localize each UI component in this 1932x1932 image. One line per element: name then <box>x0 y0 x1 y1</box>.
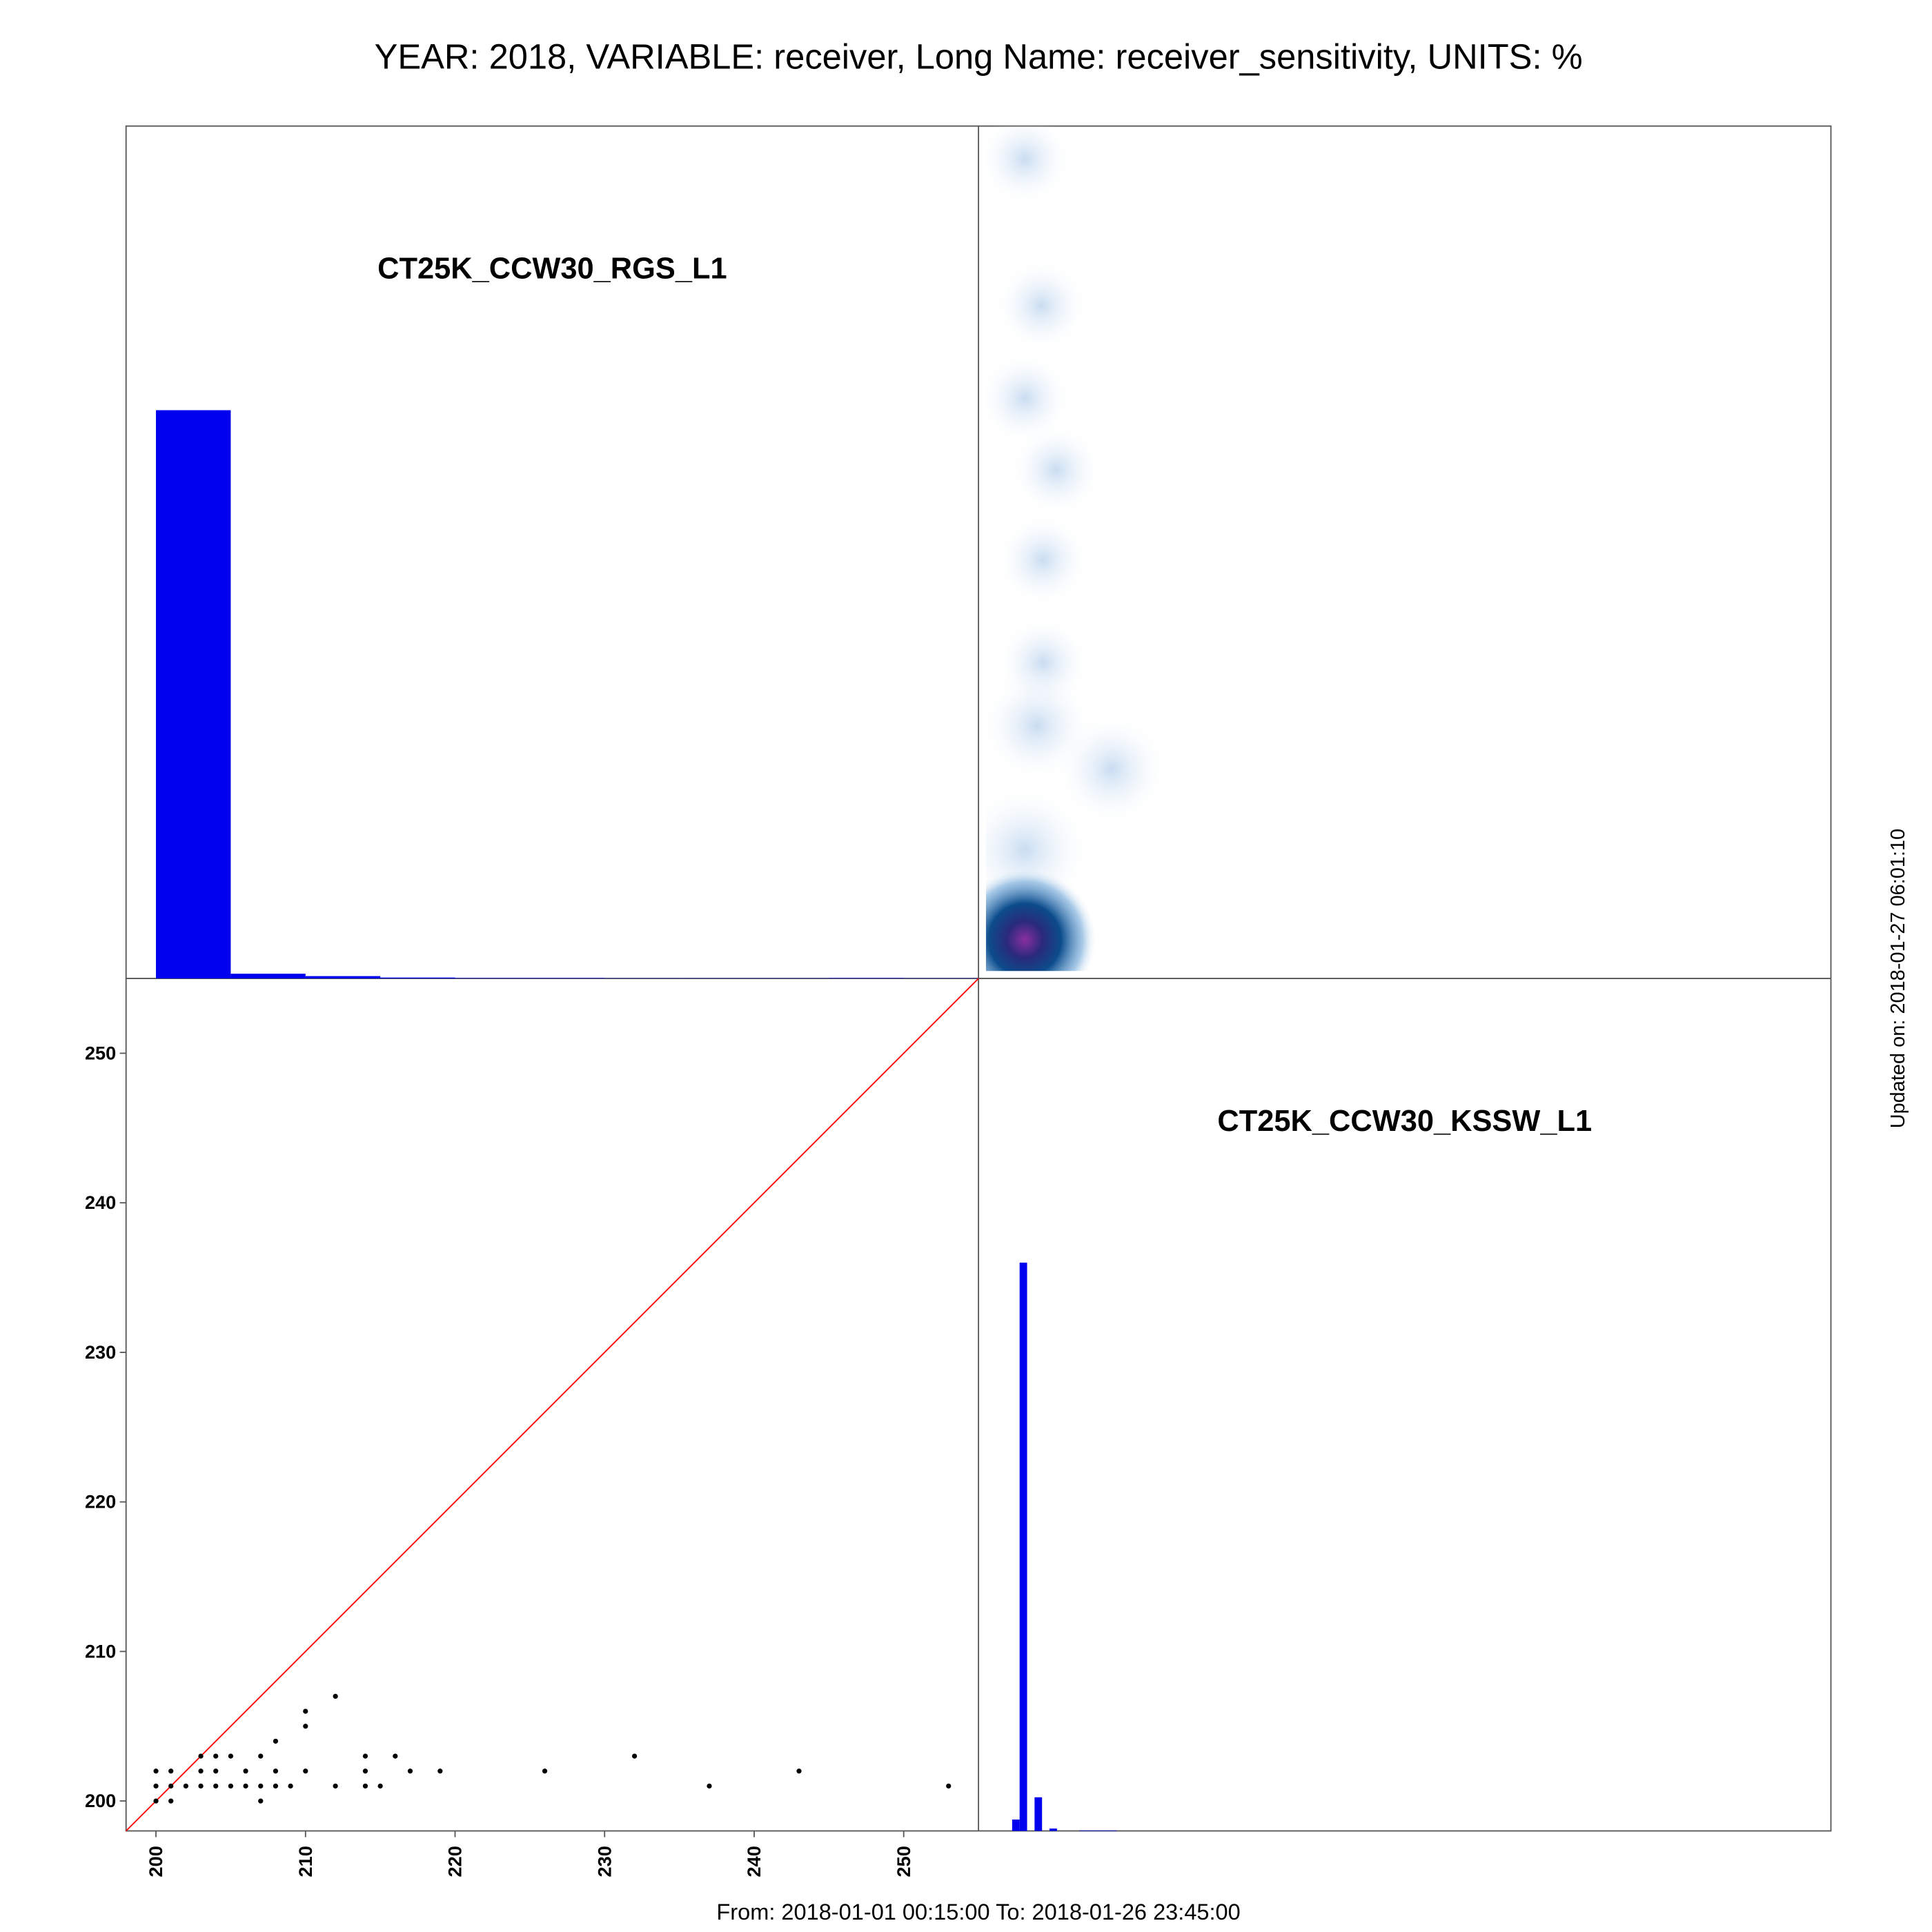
scatter-point <box>303 1708 308 1714</box>
scatter-point <box>946 1783 952 1789</box>
histogram-bar <box>1012 1820 1020 1831</box>
scatter-point <box>273 1738 279 1744</box>
scatter-point <box>362 1768 368 1774</box>
histogram-bar <box>156 410 231 979</box>
scatter-point <box>407 1768 413 1774</box>
density-blob <box>985 126 1072 207</box>
scatter-point <box>362 1783 368 1789</box>
date-range: From: 2018-01-01 00:15:00 To: 2018-01-26… <box>716 1900 1240 1924</box>
y-tick-label: 230 <box>85 1341 116 1363</box>
histogram-bar <box>1049 1828 1057 1831</box>
scatter-point <box>153 1798 159 1804</box>
x-tick-label: 250 <box>893 1846 914 1877</box>
y-tick-label: 220 <box>85 1491 116 1512</box>
density-blob <box>995 512 1091 607</box>
scatter-point <box>362 1753 368 1759</box>
scatter-point <box>168 1768 174 1774</box>
scatter-point <box>168 1783 174 1789</box>
x-tick-label: 220 <box>444 1846 466 1877</box>
scatter-point <box>198 1768 204 1774</box>
scatter-point <box>228 1753 234 1759</box>
scatter-point <box>631 1753 638 1759</box>
y-tick-label: 240 <box>85 1192 116 1213</box>
scatter-point <box>288 1783 293 1789</box>
y-tick-label: 210 <box>85 1640 116 1662</box>
scatter-point <box>437 1768 443 1774</box>
density-blob <box>985 867 1098 972</box>
scatter-point <box>303 1768 308 1774</box>
scatter-point <box>153 1768 159 1774</box>
identity-line <box>126 978 979 1832</box>
histogram-bar <box>305 976 381 979</box>
y-tick-label: 250 <box>85 1043 116 1064</box>
scatter-point <box>228 1783 234 1789</box>
panel-label: CT25K_CCW30_KSSW_L1 <box>1217 1105 1592 1138</box>
scatter-point <box>542 1768 548 1774</box>
chart-title: YEAR: 2018, VARIABLE: receiver, Long Nam… <box>375 37 1583 76</box>
panel-label: CT25K_CCW30_RGS_L1 <box>377 252 727 285</box>
y-tick-label: 200 <box>85 1790 116 1811</box>
histogram-bar <box>230 974 306 979</box>
density-blob <box>994 258 1089 353</box>
scatter-point <box>213 1783 219 1789</box>
scatter-point <box>168 1798 174 1804</box>
histogram-bar <box>1034 1797 1043 1831</box>
scatter-point <box>183 1783 188 1789</box>
scatter-point <box>273 1768 279 1774</box>
scatter-point <box>707 1783 712 1789</box>
scatter-point <box>258 1783 264 1789</box>
scatter-point <box>333 1783 338 1789</box>
density-blob <box>1054 711 1170 827</box>
scatter-point <box>258 1798 264 1804</box>
density-blob <box>1009 422 1104 518</box>
scatter-point <box>333 1693 338 1699</box>
x-tick-label: 240 <box>743 1846 765 1877</box>
scatter-point <box>213 1753 219 1759</box>
density-layer <box>985 126 1170 972</box>
scatter-point <box>796 1768 802 1774</box>
scatter-point <box>377 1783 383 1789</box>
scatter-point <box>303 1724 308 1729</box>
scatter-point <box>393 1753 398 1759</box>
updated-note: Updated on: 2018-01-27 06:01:10 <box>1887 829 1909 1128</box>
scatter-point <box>198 1753 204 1759</box>
scatter-point <box>153 1783 159 1789</box>
density-blob <box>985 351 1072 446</box>
scatter-point <box>273 1783 279 1789</box>
scatter-point <box>213 1768 219 1774</box>
x-tick-label: 230 <box>593 1846 615 1877</box>
scatter-point <box>243 1768 248 1774</box>
scatter-point <box>198 1783 204 1789</box>
x-tick-label: 200 <box>145 1846 166 1877</box>
histogram-bar <box>1019 1262 1027 1831</box>
scatter-point <box>243 1783 248 1789</box>
scatter-point <box>258 1753 264 1759</box>
x-tick-label: 210 <box>295 1846 316 1877</box>
